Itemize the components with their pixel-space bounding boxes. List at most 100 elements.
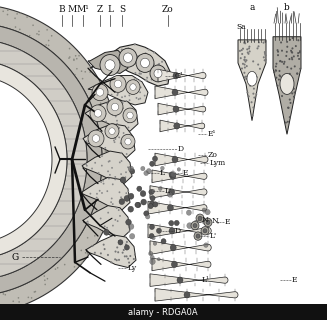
- Circle shape: [167, 204, 173, 211]
- Circle shape: [134, 44, 136, 45]
- Circle shape: [153, 63, 155, 65]
- Circle shape: [100, 221, 102, 223]
- Circle shape: [299, 50, 301, 52]
- Circle shape: [111, 94, 112, 96]
- Circle shape: [127, 194, 129, 196]
- Circle shape: [133, 258, 135, 260]
- Circle shape: [284, 87, 286, 89]
- Circle shape: [94, 115, 95, 117]
- Circle shape: [32, 24, 34, 26]
- Circle shape: [201, 227, 209, 235]
- Circle shape: [117, 166, 119, 168]
- Text: Lym: Lym: [210, 159, 226, 167]
- Circle shape: [177, 277, 183, 283]
- Circle shape: [112, 225, 114, 227]
- Circle shape: [3, 293, 4, 295]
- Circle shape: [75, 55, 77, 57]
- Circle shape: [136, 202, 141, 208]
- Circle shape: [241, 53, 243, 55]
- Circle shape: [250, 101, 252, 103]
- Circle shape: [299, 68, 301, 70]
- Text: L: L: [107, 5, 113, 14]
- Circle shape: [116, 126, 117, 127]
- Circle shape: [19, 28, 21, 30]
- Circle shape: [92, 84, 108, 101]
- Circle shape: [133, 78, 135, 80]
- Circle shape: [94, 141, 96, 143]
- Circle shape: [89, 215, 91, 217]
- Circle shape: [112, 205, 113, 206]
- Circle shape: [193, 223, 197, 228]
- Circle shape: [112, 183, 114, 185]
- Circle shape: [246, 65, 248, 67]
- Circle shape: [279, 60, 282, 62]
- Circle shape: [96, 116, 98, 117]
- Circle shape: [116, 94, 118, 96]
- Circle shape: [86, 165, 88, 167]
- Polygon shape: [0, 61, 67, 258]
- Circle shape: [107, 99, 123, 116]
- Circle shape: [145, 52, 146, 54]
- Circle shape: [101, 165, 103, 167]
- Circle shape: [251, 76, 253, 78]
- Circle shape: [114, 80, 122, 88]
- Circle shape: [152, 236, 155, 240]
- Circle shape: [119, 199, 125, 204]
- Circle shape: [106, 200, 108, 201]
- Circle shape: [110, 201, 112, 203]
- Circle shape: [117, 93, 119, 95]
- Circle shape: [249, 84, 251, 87]
- Circle shape: [247, 92, 249, 94]
- Circle shape: [101, 137, 102, 139]
- Polygon shape: [155, 289, 238, 301]
- Circle shape: [286, 41, 288, 43]
- Circle shape: [94, 130, 96, 132]
- Circle shape: [202, 219, 208, 225]
- Circle shape: [252, 39, 254, 41]
- Circle shape: [159, 76, 161, 78]
- Polygon shape: [150, 186, 207, 198]
- Circle shape: [110, 179, 112, 180]
- Circle shape: [74, 260, 76, 262]
- Circle shape: [112, 182, 113, 184]
- Circle shape: [163, 69, 165, 71]
- Circle shape: [263, 42, 265, 44]
- Circle shape: [110, 107, 112, 109]
- Circle shape: [290, 50, 292, 52]
- Circle shape: [151, 189, 155, 193]
- Circle shape: [146, 169, 151, 173]
- Circle shape: [102, 180, 104, 182]
- Circle shape: [123, 249, 125, 251]
- Polygon shape: [238, 40, 266, 121]
- Circle shape: [286, 51, 288, 53]
- Circle shape: [104, 147, 106, 149]
- Circle shape: [117, 126, 119, 128]
- Circle shape: [105, 199, 107, 201]
- Circle shape: [111, 197, 112, 199]
- Text: Sa: Sa: [236, 23, 246, 31]
- Circle shape: [109, 160, 111, 162]
- Circle shape: [139, 91, 141, 93]
- Circle shape: [173, 106, 179, 112]
- Circle shape: [44, 279, 46, 281]
- Circle shape: [104, 111, 106, 113]
- Circle shape: [156, 228, 162, 233]
- Circle shape: [103, 168, 105, 169]
- Text: Ly: Ly: [128, 264, 137, 272]
- Polygon shape: [90, 44, 170, 86]
- Circle shape: [87, 222, 89, 224]
- Circle shape: [77, 239, 78, 241]
- Circle shape: [194, 232, 202, 240]
- Circle shape: [87, 220, 89, 222]
- Circle shape: [128, 193, 134, 199]
- Polygon shape: [82, 151, 132, 184]
- Polygon shape: [150, 241, 211, 254]
- Circle shape: [124, 196, 130, 201]
- Circle shape: [95, 92, 97, 93]
- Circle shape: [128, 166, 134, 172]
- Circle shape: [96, 89, 104, 96]
- Circle shape: [245, 78, 247, 80]
- Circle shape: [136, 97, 137, 99]
- Circle shape: [141, 58, 149, 68]
- Circle shape: [291, 58, 293, 60]
